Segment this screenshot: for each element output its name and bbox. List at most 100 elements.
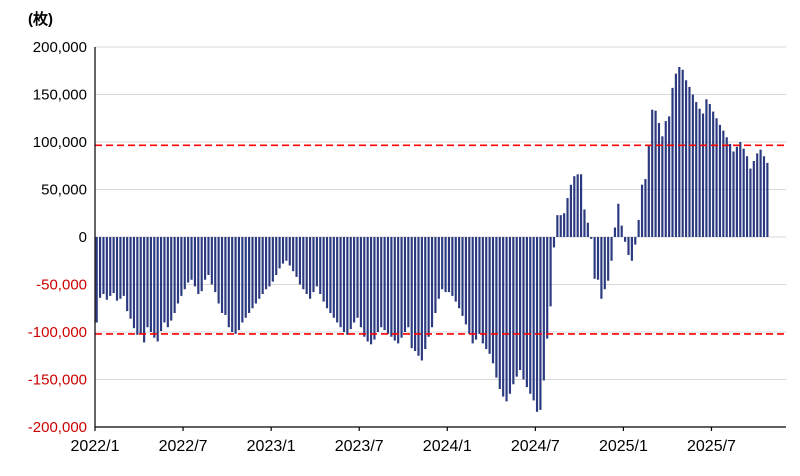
bar: [691, 94, 694, 237]
bar: [190, 237, 193, 280]
bar: [434, 237, 437, 313]
bar: [386, 237, 390, 334]
bar: [732, 151, 735, 237]
bar: [508, 237, 512, 394]
y-axis-unit-label: (枚): [28, 11, 53, 28]
bar: [485, 237, 488, 350]
bar: [159, 237, 163, 332]
bar: [278, 237, 281, 269]
bar: [424, 237, 427, 350]
bar: [546, 237, 549, 339]
bar: [607, 237, 610, 281]
bar: [143, 237, 146, 343]
bar: [722, 130, 725, 237]
bar: [349, 237, 352, 330]
bar: [329, 237, 332, 313]
bar: [346, 237, 349, 335]
bar: [451, 237, 454, 296]
bar: [129, 237, 132, 319]
bar: [400, 237, 403, 338]
bar: [312, 237, 315, 293]
bar: [729, 143, 732, 237]
bar: [302, 237, 305, 290]
y-tick-label: 50,000: [41, 182, 87, 199]
bar: [549, 237, 552, 307]
bar: [136, 237, 139, 335]
bar: [569, 184, 572, 237]
bar: [630, 237, 633, 261]
bar: [600, 237, 603, 299]
bar: [495, 237, 498, 378]
bar: [535, 237, 539, 412]
bar: [474, 237, 478, 340]
bar: [126, 237, 129, 312]
y-tick-label: 150,000: [33, 87, 87, 104]
bar: [671, 87, 674, 237]
bar: [336, 237, 339, 323]
bar: [542, 237, 545, 381]
bar: [596, 237, 600, 280]
bar: [414, 237, 417, 351]
bar: [251, 237, 254, 309]
bar: [529, 237, 532, 394]
bar: [207, 237, 210, 275]
x-tick-label: 2024/1: [423, 438, 472, 455]
bar: [197, 237, 200, 294]
bar: [315, 237, 318, 287]
bar: [505, 237, 508, 402]
bar: [502, 237, 505, 397]
bar: [712, 111, 715, 237]
bar: [163, 237, 166, 323]
bar: [491, 237, 495, 364]
bar: [556, 215, 559, 237]
bar: [122, 237, 125, 296]
y-tick-label: -200,000: [28, 419, 87, 436]
bar: [214, 237, 217, 293]
bar: [146, 237, 149, 328]
bar: [166, 237, 169, 328]
bar: [684, 80, 688, 237]
bar: [417, 237, 420, 356]
bar: [620, 225, 623, 237]
bar: [430, 237, 434, 328]
bar: [468, 237, 471, 334]
bar: [539, 237, 542, 410]
bar: [298, 237, 302, 285]
bar: [183, 237, 186, 290]
bar: [373, 237, 376, 340]
bar: [756, 153, 759, 237]
bar: [410, 237, 413, 349]
bar: [241, 237, 244, 323]
bar: [498, 237, 501, 389]
bar: [237, 237, 241, 331]
bar: [532, 237, 535, 401]
bar: [610, 237, 613, 261]
bar: [309, 237, 312, 299]
bar: [319, 237, 322, 294]
bar: [217, 237, 220, 304]
bar: [95, 237, 98, 323]
bar: [640, 184, 644, 237]
bar: [176, 237, 180, 304]
x-tick-label: 2023/7: [335, 438, 384, 455]
bar: [187, 237, 190, 283]
bar: [481, 237, 484, 344]
bar: [688, 86, 691, 238]
bar: [359, 237, 362, 328]
bar: [325, 237, 329, 309]
bar: [735, 146, 738, 237]
bar: [403, 237, 407, 332]
bar: [647, 145, 650, 237]
bar: [109, 237, 112, 296]
bar: [200, 237, 203, 292]
bar: [193, 237, 197, 287]
bar: [725, 137, 728, 237]
x-tick-label: 2025/7: [687, 438, 736, 455]
bar: [576, 174, 579, 237]
bar: [383, 237, 386, 331]
x-tick-label: 2025/1: [599, 438, 648, 455]
bar: [708, 104, 711, 237]
bar: [762, 156, 766, 237]
bar: [695, 102, 698, 237]
bar: [488, 237, 491, 354]
